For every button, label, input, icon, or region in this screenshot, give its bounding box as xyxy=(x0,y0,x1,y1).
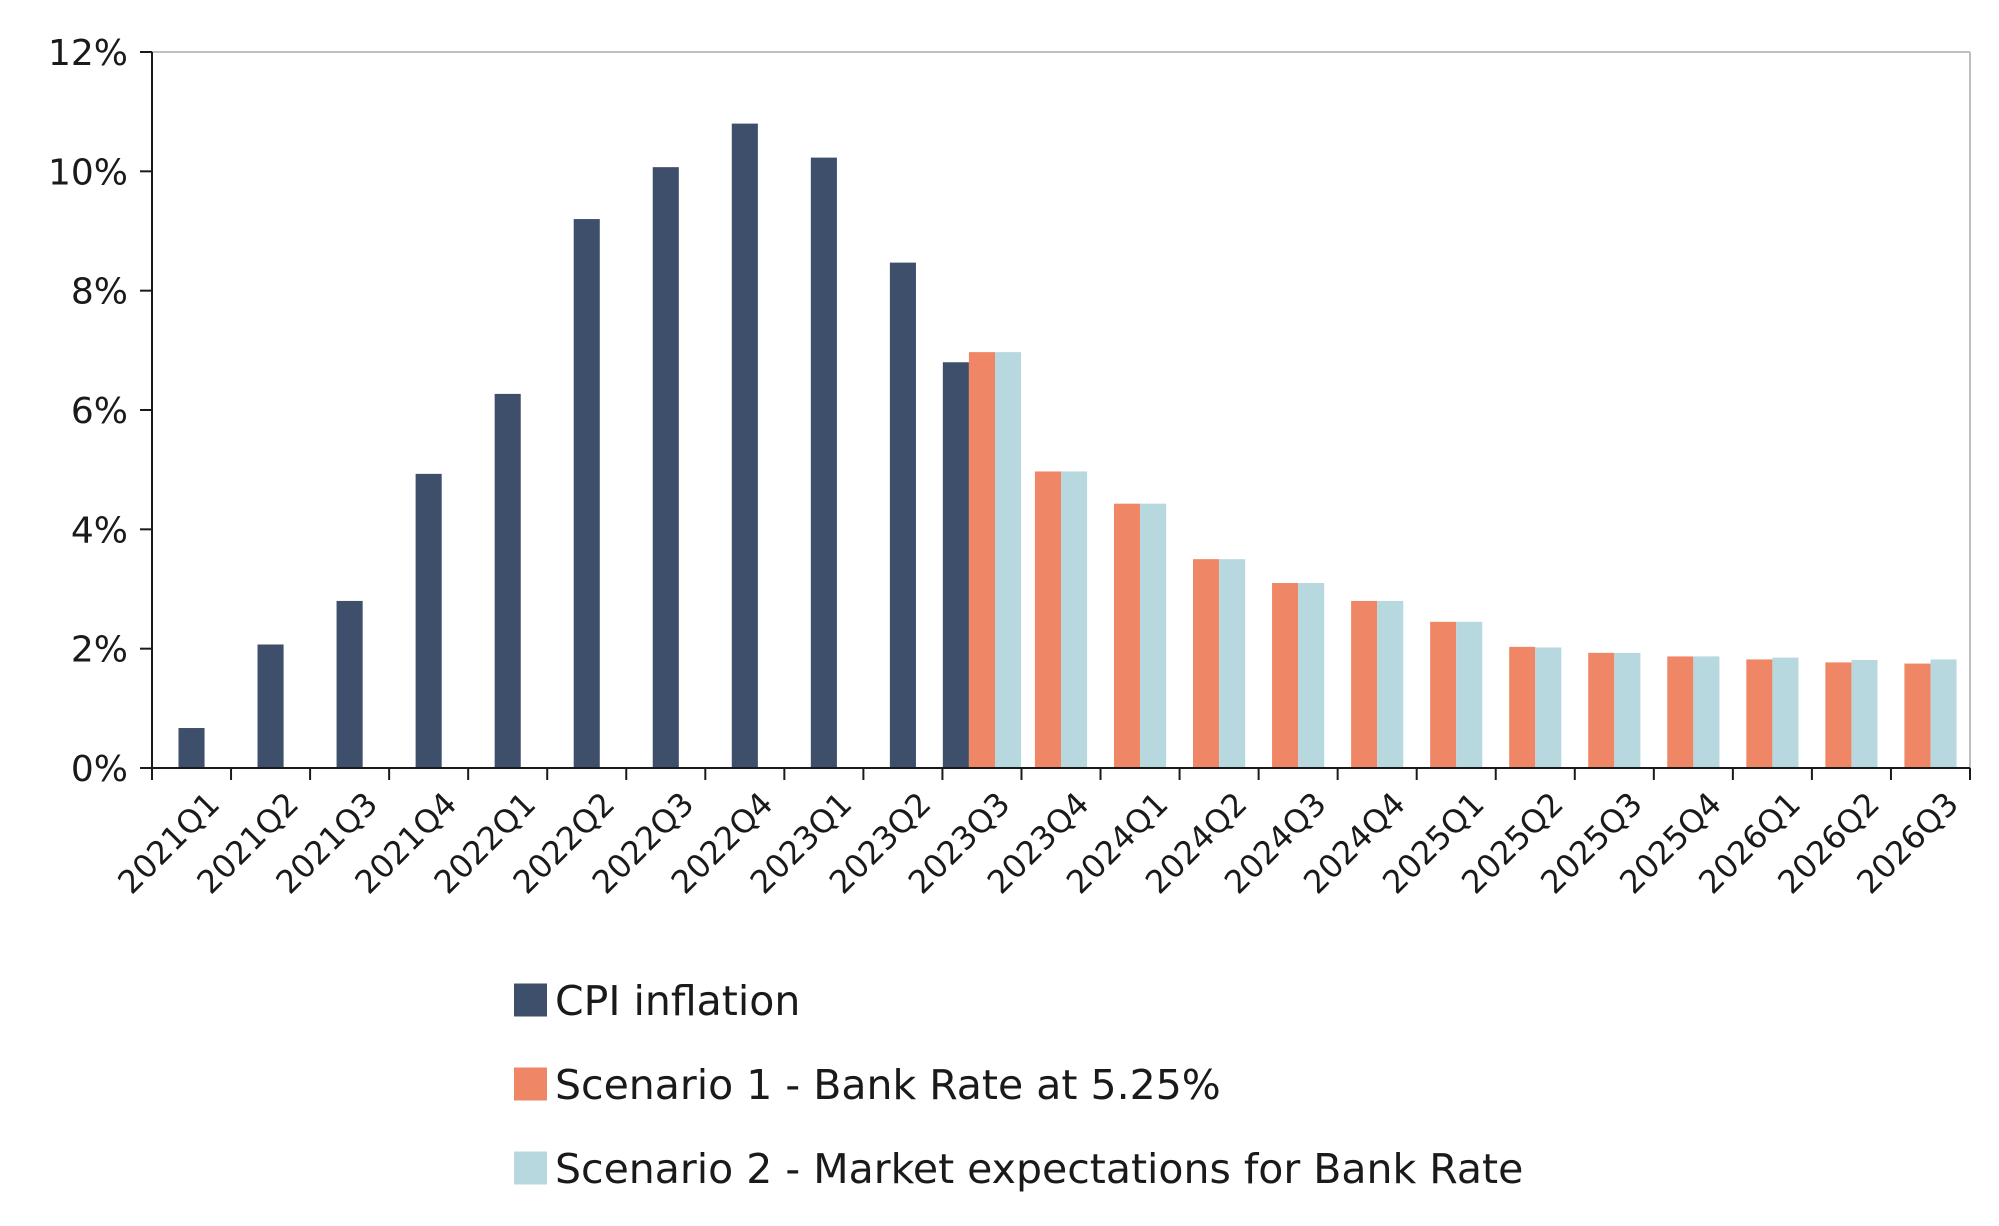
y-tick-label: 4% xyxy=(71,510,128,551)
legend-label-3: Scenario 2 - Market expectations for Ban… xyxy=(555,1145,1523,1193)
bar-2025Q3-series-3 xyxy=(1614,652,1641,768)
bar-2026Q2-series-3 xyxy=(1851,660,1878,768)
bar-2022Q1-series-1 xyxy=(494,393,521,768)
bar-2021Q4-series-1 xyxy=(415,473,442,768)
bar-2026Q3-series-2 xyxy=(1904,663,1931,768)
y-tick-label: 6% xyxy=(71,391,128,432)
bar-2023Q3-series-3 xyxy=(994,352,1022,768)
bar-2022Q3-series-1 xyxy=(652,167,679,768)
bar-2023Q4-series-3 xyxy=(1061,471,1088,768)
bar-2021Q2-series-1 xyxy=(257,644,284,768)
bar-2026Q1-series-3 xyxy=(1772,657,1799,768)
bar-2023Q3-series-2 xyxy=(968,352,995,768)
bar-2024Q3-series-3 xyxy=(1298,583,1325,768)
bar-2025Q2-series-2 xyxy=(1509,646,1536,768)
bar-2022Q2-series-1 xyxy=(573,219,600,769)
bar-2024Q3-series-2 xyxy=(1272,583,1299,768)
bar-2025Q1-series-2 xyxy=(1430,621,1457,768)
y-axis: 0% 2% 4% 6% 8% 10% 12% xyxy=(48,33,153,790)
bar-2024Q2-series-2 xyxy=(1193,559,1220,768)
bar-2021Q3-series-1 xyxy=(336,600,363,768)
bar-2023Q1-series-1 xyxy=(810,157,837,769)
legend-label-1: CPI inflation xyxy=(555,977,800,1025)
bar-2024Q2-series-3 xyxy=(1219,559,1246,768)
y-tick-label: 0% xyxy=(71,749,128,790)
bar-2024Q4-series-2 xyxy=(1351,600,1378,768)
y-tick-label: 8% xyxy=(71,272,128,313)
bar-2023Q2-series-1 xyxy=(889,262,916,768)
bar-2024Q1-series-2 xyxy=(1113,503,1141,768)
bar-2025Q4-series-3 xyxy=(1693,656,1720,768)
bar-2026Q1-series-2 xyxy=(1746,659,1773,768)
bar-2025Q1-series-3 xyxy=(1456,621,1483,768)
bars xyxy=(178,123,1957,769)
bar-2023Q4-series-2 xyxy=(1034,471,1061,768)
y-tick-label: 2% xyxy=(71,630,128,671)
bar-2026Q3-series-3 xyxy=(1930,659,1957,768)
bar-2025Q4-series-2 xyxy=(1667,656,1694,768)
bar-2023Q3-series-1 xyxy=(942,362,969,768)
bar-2022Q4-series-1 xyxy=(731,123,758,769)
bar-2024Q1-series-3 xyxy=(1140,503,1167,768)
y-tick-label: 10% xyxy=(48,152,128,193)
legend-swatch-1 xyxy=(514,983,547,1017)
bar-2025Q2-series-3 xyxy=(1535,647,1562,768)
plot-frame xyxy=(152,51,1971,768)
bar-2021Q1-series-1 xyxy=(178,728,205,768)
bar-2026Q2-series-2 xyxy=(1825,662,1852,768)
y-tick-label: 12% xyxy=(48,33,128,74)
x-axis: 2021Q12021Q22021Q32021Q42022Q12022Q22022… xyxy=(110,767,1971,901)
legend-label-2: Scenario 1 - Bank Rate at 5.25% xyxy=(555,1061,1221,1109)
bar-2025Q3-series-2 xyxy=(1588,652,1615,768)
bar-2024Q4-series-3 xyxy=(1377,600,1404,768)
legend: CPI inflation Scenario 1 - Bank Rate at 5… xyxy=(514,977,1523,1193)
legend-swatch-2 xyxy=(514,1067,547,1101)
legend-swatch-3 xyxy=(514,1151,547,1185)
